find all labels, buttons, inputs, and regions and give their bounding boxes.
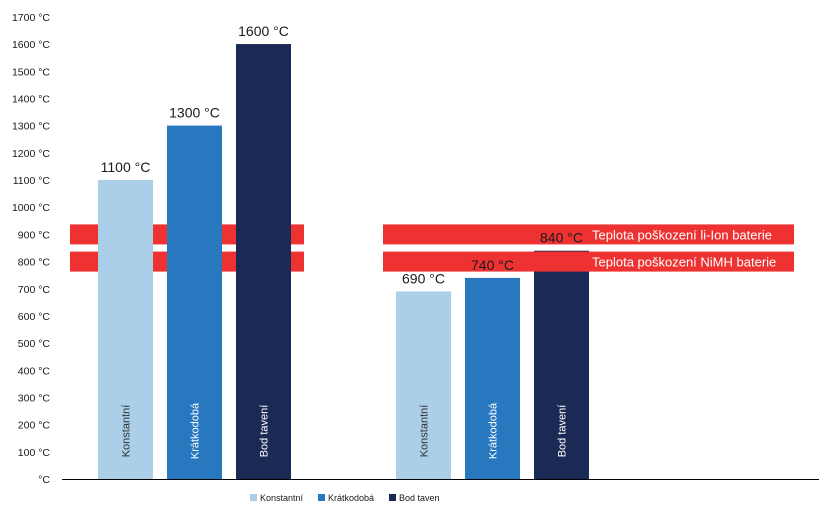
bar-category-label: Krátkodobá bbox=[190, 402, 202, 459]
bar-value-label: 690 °C bbox=[402, 270, 445, 286]
reference-band bbox=[383, 251, 794, 272]
y-tick-label: 1100 °C bbox=[13, 175, 51, 187]
bar bbox=[534, 250, 589, 479]
y-tick-label: 1700 °C bbox=[12, 12, 50, 24]
bar-category-label: Krátkodobá bbox=[488, 402, 500, 459]
y-tick-label: 800 °C bbox=[18, 257, 51, 269]
bar-value-label: 1100 °C bbox=[101, 159, 151, 175]
y-tick-label: 600 °C bbox=[18, 311, 51, 323]
reference-band bbox=[383, 224, 794, 245]
bar-category-label: Bod tavení bbox=[557, 405, 569, 458]
y-tick-label: 1600 °C bbox=[12, 39, 50, 51]
y-tick-label: 1300 °C bbox=[12, 121, 50, 133]
bar bbox=[396, 291, 451, 479]
reference-label: Teplota poškození NiMH baterie bbox=[592, 255, 776, 270]
y-tick-label: °C bbox=[38, 474, 50, 486]
y-tick-label: 200 °C bbox=[18, 420, 51, 432]
y-tick-label: 500 °C bbox=[18, 338, 51, 350]
bar-category-label: Konstantní bbox=[121, 405, 133, 458]
legend-swatch bbox=[389, 494, 396, 501]
bar-category-label: Konstantní bbox=[419, 405, 431, 458]
y-tick-label: 400 °C bbox=[18, 365, 51, 377]
reference-label: Teplota poškození li-Ion baterie bbox=[592, 227, 772, 242]
y-tick-label: 1400 °C bbox=[12, 94, 50, 106]
y-tick-label: 1000 °C bbox=[12, 202, 50, 214]
y-tick-label: 300 °C bbox=[18, 392, 51, 404]
bar-category-label: Bod tavení bbox=[259, 405, 271, 458]
legend-swatch bbox=[318, 494, 325, 501]
bar bbox=[465, 277, 520, 479]
bar bbox=[98, 180, 153, 479]
y-tick-label: 700 °C bbox=[18, 284, 51, 296]
bar-value-label: 1300 °C bbox=[169, 105, 220, 121]
legend-label: Bod taven bbox=[399, 493, 440, 503]
bar bbox=[167, 125, 222, 480]
legend-label: Krátkodobá bbox=[328, 493, 374, 503]
bar-value-label: 740 °C bbox=[471, 257, 514, 273]
y-tick-label: 1500 °C bbox=[12, 66, 50, 78]
y-tick-label: 900 °C bbox=[18, 229, 51, 241]
y-tick-label: 100 °C bbox=[18, 447, 51, 459]
legend-swatch bbox=[250, 494, 257, 501]
legend-label: Konstantní bbox=[260, 493, 304, 503]
bar bbox=[236, 44, 291, 479]
y-tick-label: 1200 °C bbox=[12, 148, 50, 160]
bar-value-label: 1600 °C bbox=[238, 23, 289, 39]
bar-value-label: 840 °C bbox=[540, 230, 583, 246]
